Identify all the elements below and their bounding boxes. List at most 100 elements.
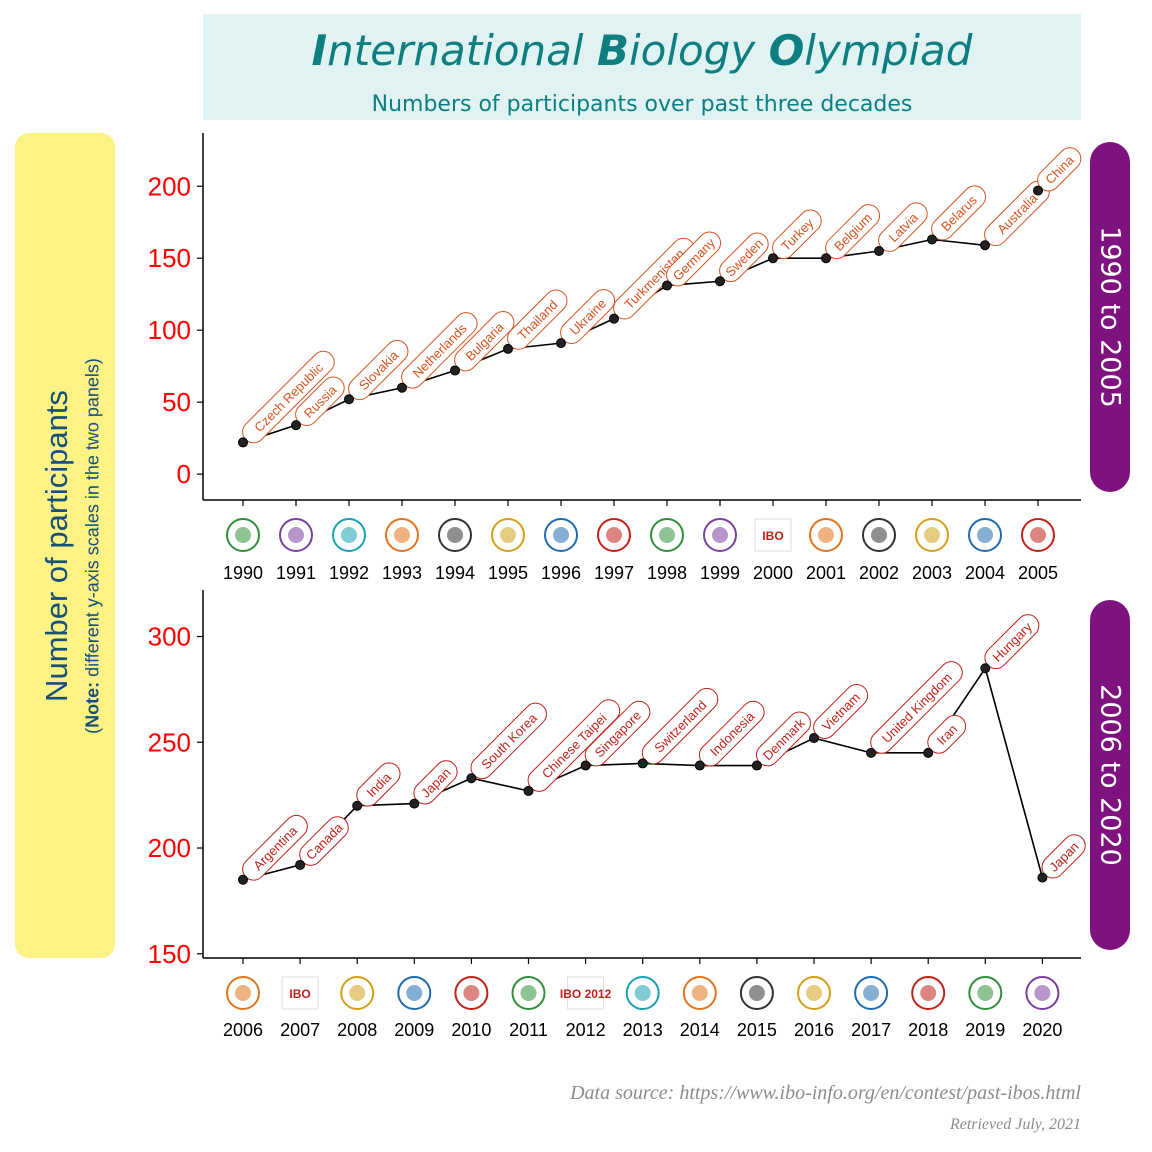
logo-core	[634, 985, 651, 1001]
logo-core	[924, 527, 940, 543]
logo-2014-icon	[682, 976, 717, 1010]
x-tick-label: 2006	[223, 1020, 263, 1040]
data-point	[662, 280, 672, 291]
data-point	[1033, 185, 1043, 196]
logo-text: IBO	[289, 987, 310, 1001]
data-label-text: Switzerland	[651, 697, 709, 755]
x-tick-label: 2015	[737, 1020, 777, 1040]
logo-frame	[567, 976, 605, 1010]
x-tick-label: 1995	[488, 563, 528, 583]
data-label: Slovakia	[348, 339, 409, 401]
logo-2017-icon	[854, 976, 889, 1010]
data-point	[866, 747, 877, 758]
logo-2003-icon	[915, 518, 949, 552]
series-line	[242, 190, 1039, 444]
logo-1990-icon	[226, 518, 260, 552]
logo-core	[977, 527, 993, 543]
x-tick-label: 2012	[566, 1020, 606, 1040]
data-label: Argentina	[242, 814, 308, 881]
logo-core	[806, 985, 822, 1001]
x-tick-label: 2019	[965, 1020, 1005, 1040]
logo-1994-icon	[438, 518, 472, 552]
data-point	[715, 276, 725, 287]
data-point	[768, 253, 778, 264]
y-tick-label: 300	[148, 622, 191, 652]
data-point	[295, 859, 306, 870]
data-point	[980, 663, 991, 674]
data-label: Vietnam	[813, 683, 869, 739]
x-tick-label: 2020	[1022, 1020, 1062, 1040]
x-tick-label: 2003	[912, 563, 952, 583]
data-point	[397, 382, 407, 393]
y-axis-label-box	[15, 133, 115, 958]
panel-strip-bottom: 2006 to 2020	[1090, 600, 1130, 950]
logo-2006-icon	[226, 976, 260, 1010]
data-point	[874, 246, 884, 257]
x-tick-label: 2005	[1018, 563, 1058, 583]
logo-core	[500, 527, 516, 543]
data-point	[580, 760, 591, 771]
logo-2001-icon	[809, 518, 843, 552]
logo-frame	[281, 976, 319, 1010]
data-label-text: South Korea	[478, 710, 540, 772]
logo-2011-icon	[511, 976, 546, 1010]
logo-core	[520, 985, 537, 1001]
x-tick-label: 2014	[680, 1020, 720, 1040]
data-point	[809, 733, 819, 744]
logo-core	[553, 527, 569, 543]
y-tick-label: 50	[162, 387, 191, 417]
data-point	[923, 747, 934, 758]
logo-2004-icon	[968, 518, 1002, 552]
y-tick-label: 150	[148, 939, 191, 969]
logo-core	[691, 985, 708, 1001]
logo-core	[463, 985, 480, 1001]
logo-core	[863, 985, 880, 1001]
data-point	[821, 253, 831, 264]
logo-2012-icon: IBO 2012	[560, 976, 612, 1010]
logo-2013-icon	[625, 976, 660, 1010]
data-label: Latvia	[878, 202, 928, 252]
data-source-note: Data source: https://www.ibo-info.org/en…	[570, 1082, 1081, 1104]
logo-2020-icon	[1025, 976, 1060, 1010]
logo-core	[606, 527, 622, 543]
x-tick-label: 1996	[541, 563, 581, 583]
data-point	[503, 343, 513, 354]
logo-1991-icon	[279, 518, 313, 552]
logo-core	[235, 985, 251, 1001]
logo-core	[341, 527, 357, 543]
logo-core	[1030, 527, 1046, 543]
logo-2016-icon	[797, 976, 831, 1010]
data-point	[556, 338, 566, 349]
logo-2019-icon	[968, 976, 1003, 1010]
data-label: Belarus	[931, 185, 987, 241]
logo-1992-icon	[332, 518, 366, 552]
panel-strip-top: 1990 to 2005	[1090, 142, 1130, 492]
data-point	[238, 437, 248, 448]
logo-core	[712, 527, 728, 543]
y-tick-label: 0	[177, 459, 191, 489]
x-tick-label: 2018	[908, 1020, 948, 1040]
y-tick-label: 200	[148, 171, 191, 201]
chart-title: International Biology Olympiad	[311, 26, 973, 75]
data-point	[609, 313, 619, 324]
logo-2015-icon	[739, 976, 774, 1010]
x-tick-label: 2013	[623, 1020, 663, 1040]
x-tick-label: 1998	[647, 563, 687, 583]
logo-core	[406, 985, 423, 1001]
x-tick-label: 1999	[700, 563, 740, 583]
x-tick-label: 2000	[753, 563, 793, 583]
logo-core	[349, 985, 366, 1001]
data-point	[694, 760, 705, 771]
logo-core	[1034, 985, 1051, 1001]
logo-1995-icon	[491, 518, 525, 552]
data-point	[1037, 872, 1048, 883]
x-tick-label: 2017	[851, 1020, 891, 1040]
data-point	[751, 760, 762, 771]
logo-core	[235, 527, 251, 543]
x-tick-label: 2011	[509, 1020, 548, 1040]
x-tick-label: 1992	[329, 563, 369, 583]
logo-text: IBO 2012	[560, 987, 612, 1001]
data-label: Sweden	[719, 232, 769, 283]
logo-1993-icon	[385, 518, 419, 552]
